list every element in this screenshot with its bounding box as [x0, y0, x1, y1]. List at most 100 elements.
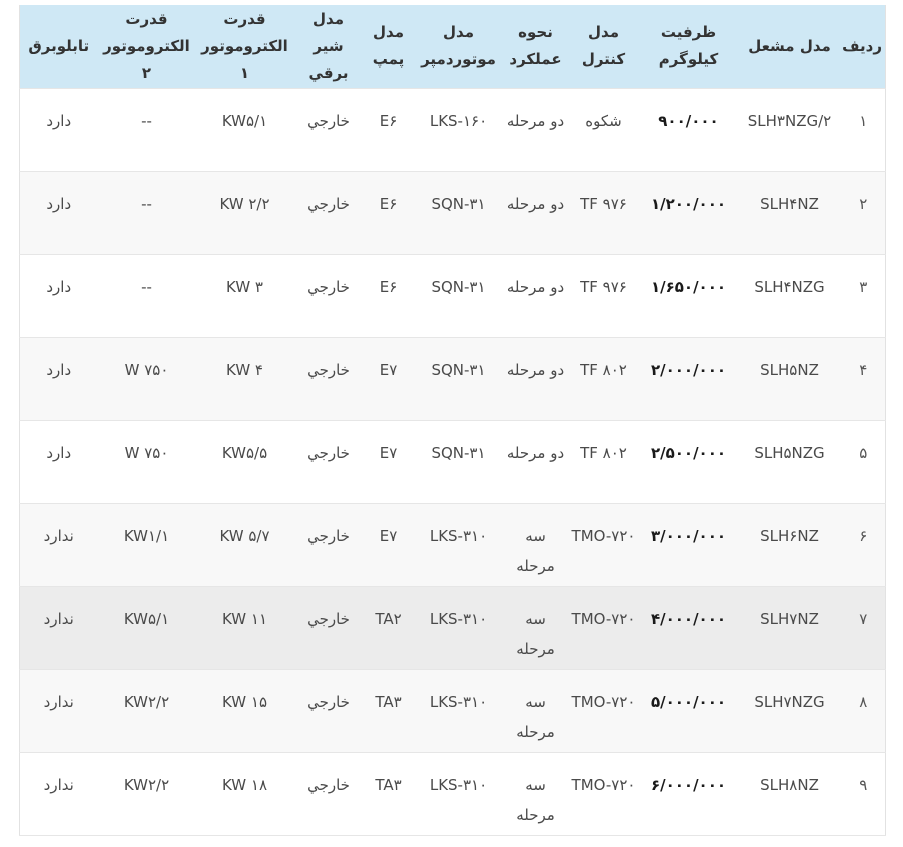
cell-burner-model: SLH۵NZ [760, 360, 819, 379]
cell-pump-model: E۶ [379, 194, 398, 213]
cell-damper-motor-model: SQN-۳۱ [431, 277, 486, 296]
column-header-solenoid-valve-model: مدل شیر برقي [293, 5, 364, 88]
column-header-radif: ردیف [841, 5, 886, 88]
cell-capacity-kg: ۲/۰۰۰/۰۰۰ [650, 360, 727, 379]
cell-electric-panel: دارد [46, 443, 72, 462]
cell-electric-panel: ندارد [43, 609, 74, 628]
cell-operation-mode: سه مرحله [516, 775, 555, 824]
cell-capacity-kg: ۴/۰۰۰/۰۰۰ [650, 609, 727, 628]
cell-solenoid-valve-model: خارجي [307, 277, 350, 296]
cell-electromotor1-power: KW ۱۸ [221, 775, 267, 794]
cell-burner-model: SLH۵NZG [754, 443, 825, 462]
table-header: ردیف مدل مشعل ظرفیت کیلوگرم مدل کنترل نحوه ع… [19, 5, 886, 88]
cell-capacity-kg: ۱/۶۵۰/۰۰۰ [650, 277, 727, 296]
cell-damper-motor-model: SQN-۳۱ [431, 194, 486, 213]
cell-control-model: TMO-۷۲۰ [571, 692, 636, 711]
cell-operation-mode: سه مرحله [516, 526, 555, 575]
column-header-burner-model: مدل مشعل [737, 5, 842, 88]
cell-burner-model: SLH۸NZ [760, 775, 819, 794]
cell-burner-model: SLH۶NZ [760, 526, 819, 545]
cell-solenoid-valve-model: خارجي [307, 526, 350, 545]
cell-radif: ۵ [859, 443, 868, 462]
cell-capacity-kg: ۲/۵۰۰/۰۰۰ [650, 443, 727, 462]
cell-electromotor2-power: KW۱/۱ [123, 526, 170, 545]
cell-damper-motor-model: LKS-۱۶۰ [429, 111, 488, 130]
cell-operation-mode: سه مرحله [516, 692, 555, 741]
cell-damper-motor-model: LKS-۳۱۰ [429, 609, 488, 628]
column-header-electromotor2-power: قدرت الکتروموتور ۲ [97, 5, 196, 88]
table-row: ۵ SLH۵NZG ۲/۵۰۰/۰۰۰ TF ۸۰۲ دو مرحله SQN-۳۱ E۷ خ… [19, 420, 886, 503]
table-wrapper: ردیف مدل مشعل ظرفیت کیلوگرم مدل کنترل نحوه ع… [19, 5, 886, 836]
cell-radif: ۲ [859, 194, 868, 213]
cell-electromotor1-power: KW ۳ [226, 277, 263, 296]
table-row: ۷ SLH۷NZ ۴/۰۰۰/۰۰۰ TMO-۷۲۰ سه مرحله LKS-۳۱۰ TA… [19, 586, 886, 669]
cell-radif: ۱ [859, 111, 868, 130]
cell-solenoid-valve-model: خارجي [307, 609, 350, 628]
cell-capacity-kg: ۱/۲۰۰/۰۰۰ [650, 194, 727, 213]
table-body: ۱ SLH۳NZG/۲ ۹۰۰/۰۰۰ شکوه دو مرحله LKS-۱۶۰ E۶ خا… [19, 88, 886, 835]
cell-control-model: TMO-۷۲۰ [571, 526, 636, 545]
cell-electromotor2-power: KW۵/۱ [123, 609, 170, 628]
column-header-electric-panel: تابلوبرق [19, 5, 98, 88]
cell-electromotor2-power: -- [141, 277, 152, 296]
cell-pump-model: E۷ [379, 526, 398, 545]
cell-pump-model: E۶ [379, 277, 398, 296]
burner-spec-table: ردیف مدل مشعل ظرفیت کیلوگرم مدل کنترل نحوه ع… [19, 5, 886, 836]
cell-control-model: TMO-۷۲۰ [571, 775, 636, 794]
cell-control-model: TF ۸۰۲ [580, 360, 627, 379]
cell-solenoid-valve-model: خارجي [307, 194, 350, 213]
cell-solenoid-valve-model: خارجي [307, 692, 350, 711]
table-row: ۳ SLH۴NZG ۱/۶۵۰/۰۰۰ TF ۹۷۶ دو مرحله SQN-۳۱ E۶ خ… [19, 254, 886, 337]
table-row: ۴ SLH۵NZ ۲/۰۰۰/۰۰۰ TF ۸۰۲ دو مرحله SQN-۳۱ E۷ خا… [19, 337, 886, 420]
cell-control-model: شکوه [585, 111, 622, 130]
table-header-row: ردیف مدل مشعل ظرفیت کیلوگرم مدل کنترل نحوه ع… [19, 5, 886, 88]
cell-capacity-kg: ۹۰۰/۰۰۰ [658, 111, 719, 130]
cell-radif: ۸ [859, 692, 868, 711]
cell-control-model: TF ۹۷۶ [580, 277, 627, 296]
cell-pump-model: TA۳ [375, 692, 402, 711]
cell-control-model: TF ۹۷۶ [580, 194, 627, 213]
cell-electromotor1-power: KW ۱۵ [221, 692, 267, 711]
cell-burner-model: SLH۷NZ [760, 609, 819, 628]
cell-electromotor1-power: KW۵/۱ [221, 111, 268, 130]
cell-electric-panel: دارد [46, 277, 72, 296]
cell-electric-panel: دارد [46, 360, 72, 379]
table-row: ۸ SLH۷NZG ۵/۰۰۰/۰۰۰ TMO-۷۲۰ سه مرحله LKS-۳۱۰ T… [19, 669, 886, 752]
cell-electromotor2-power: -- [141, 111, 152, 130]
cell-pump-model: TA۲ [375, 609, 402, 628]
column-header-control-model: مدل کنترل [567, 5, 640, 88]
cell-burner-model: SLH۴NZG [754, 277, 825, 296]
cell-operation-mode: دو مرحله [506, 111, 565, 130]
cell-capacity-kg: ۵/۰۰۰/۰۰۰ [650, 692, 727, 711]
cell-capacity-kg: ۳/۰۰۰/۰۰۰ [650, 526, 727, 545]
cell-radif: ۹ [859, 775, 868, 794]
cell-electromotor2-power: KW۲/۲ [123, 775, 170, 794]
cell-damper-motor-model: LKS-۳۱۰ [429, 775, 488, 794]
cell-pump-model: E۷ [379, 443, 398, 462]
cell-electromotor1-power: KW ۵/۷ [219, 526, 270, 545]
cell-operation-mode: سه مرحله [516, 609, 555, 658]
cell-electric-panel: دارد [46, 194, 72, 213]
cell-operation-mode: دو مرحله [506, 360, 565, 379]
cell-control-model: TMO-۷۲۰ [571, 609, 636, 628]
cell-electromotor1-power: KW ۱۱ [221, 609, 267, 628]
cell-operation-mode: دو مرحله [506, 194, 565, 213]
table-row: ۱ SLH۳NZG/۲ ۹۰۰/۰۰۰ شکوه دو مرحله LKS-۱۶۰ E۶ خا… [19, 88, 886, 171]
column-header-electromotor1-power: قدرت الکتروموتور ۱ [195, 5, 294, 88]
cell-electric-panel: ندارد [43, 775, 74, 794]
cell-electromotor2-power: -- [141, 194, 152, 213]
table-row: ۹ SLH۸NZ ۶/۰۰۰/۰۰۰ TMO-۷۲۰ سه مرحله LKS-۳۱۰ TA… [19, 752, 886, 835]
cell-radif: ۷ [859, 609, 868, 628]
cell-electromotor2-power: KW۲/۲ [123, 692, 170, 711]
cell-solenoid-valve-model: خارجي [307, 360, 350, 379]
cell-electromotor2-power: W ۷۵۰ [124, 443, 169, 462]
cell-pump-model: TA۳ [375, 775, 402, 794]
cell-radif: ۶ [859, 526, 868, 545]
column-header-damper-motor-model: مدل موتوردمپر [413, 5, 504, 88]
cell-control-model: TF ۸۰۲ [580, 443, 627, 462]
cell-electromotor1-power: KW۵/۵ [221, 443, 268, 462]
cell-damper-motor-model: SQN-۳۱ [431, 443, 486, 462]
cell-radif: ۳ [859, 277, 868, 296]
cell-operation-mode: دو مرحله [506, 443, 565, 462]
